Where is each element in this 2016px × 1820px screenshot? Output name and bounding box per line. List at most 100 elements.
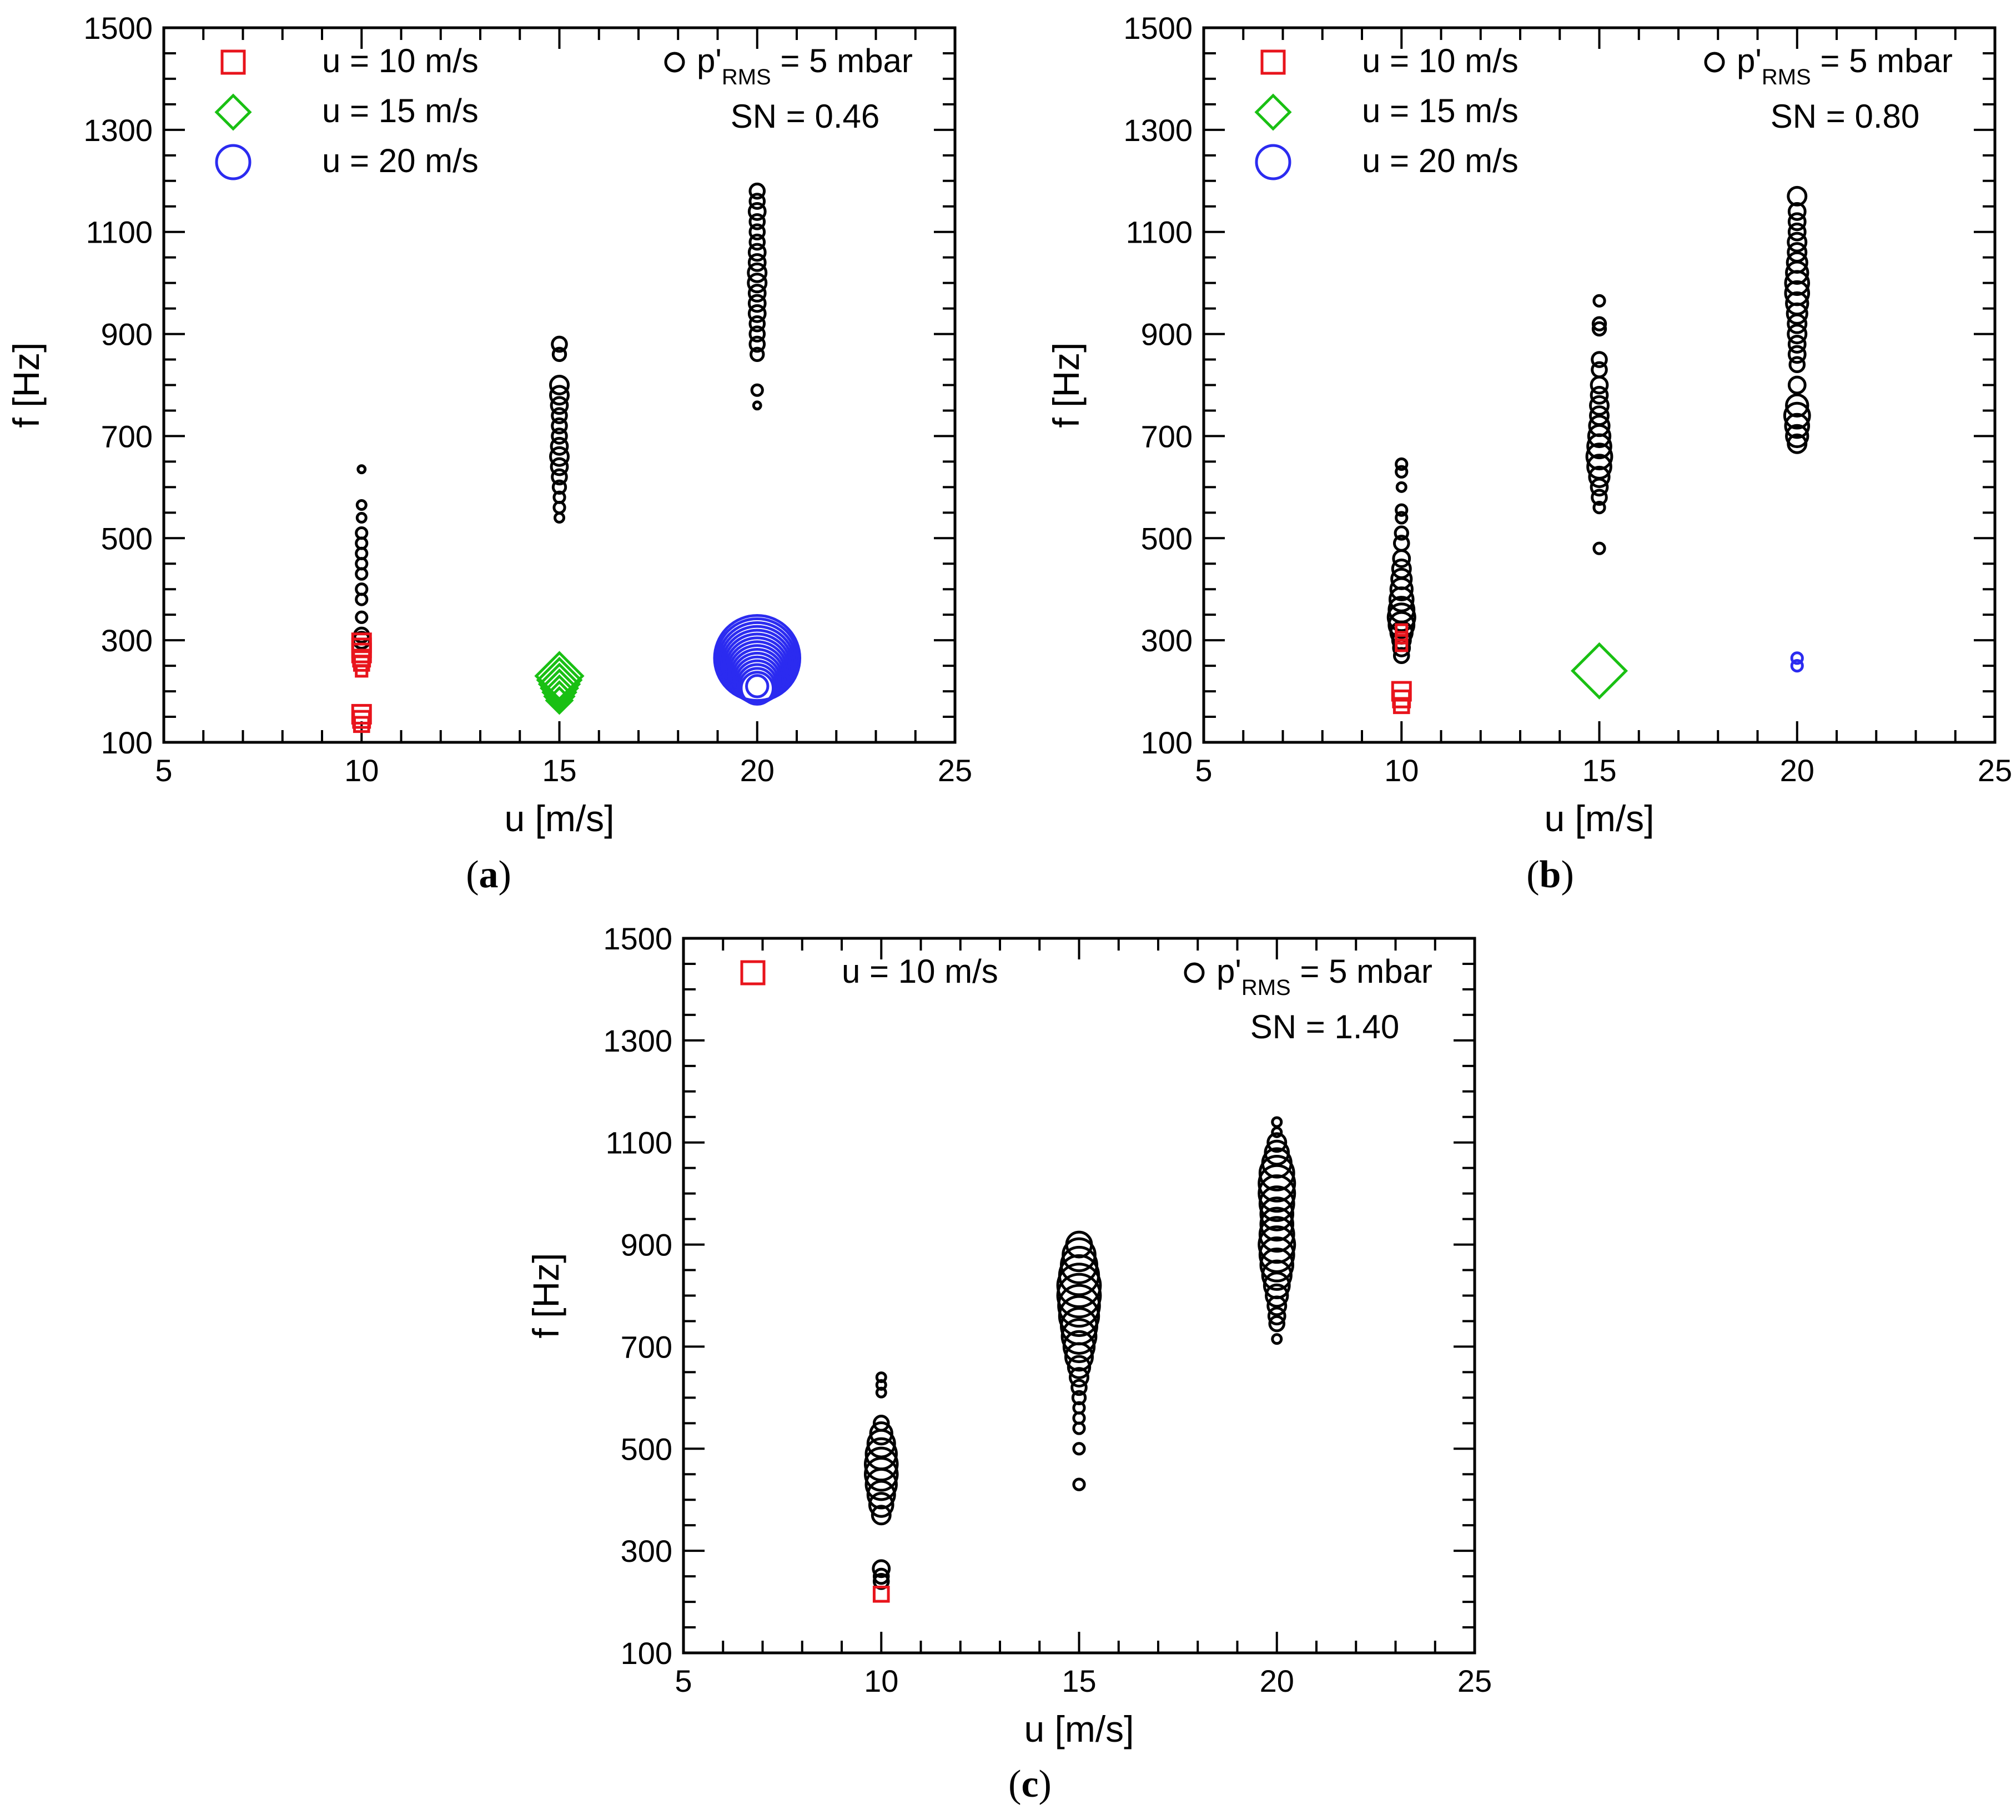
- caption-open: (: [1008, 1763, 1021, 1806]
- series-all: [352, 182, 768, 650]
- size-reference-prefix: p': [1216, 953, 1241, 990]
- size-reference-label: p'RMS = 5 mbar: [1216, 953, 1432, 1000]
- data-point: [872, 1559, 891, 1578]
- data-point: [740, 671, 775, 706]
- legend-marker-square: [220, 49, 246, 75]
- y-axis-label: f [Hz]: [525, 1253, 566, 1338]
- y-tick-label: 700: [621, 1329, 672, 1364]
- caption-letter: b: [1540, 853, 1561, 896]
- panel-b: 5 10 15 20 25 100 300 500 700 900 1100 1300 1500 u [m…: [1045, 11, 2012, 896]
- data-point: [1787, 345, 1807, 364]
- data-point: [554, 512, 565, 524]
- data-point: [355, 512, 368, 524]
- panel-caption: (c): [1008, 1763, 1052, 1806]
- x-tick-label: 10: [344, 753, 379, 788]
- legend-marker-circle: [215, 144, 252, 180]
- caption-open: (: [1526, 853, 1539, 896]
- data-point: [1395, 631, 1409, 645]
- data-point: [748, 182, 766, 200]
- panel-a: 5 10 15 20 25 100 300 500 700 900 1100 1300 1500 u [m…: [6, 11, 972, 896]
- size-reference-marker: [1184, 962, 1205, 983]
- data-point: [353, 716, 370, 733]
- data-point: [747, 273, 768, 294]
- data-point: [1586, 433, 1612, 460]
- data-point: [550, 396, 569, 415]
- data-point: [537, 662, 581, 706]
- data-point: [1266, 1132, 1288, 1153]
- data-point: [534, 651, 585, 701]
- y-tick-label: 700: [101, 419, 153, 454]
- data-point: [1785, 393, 1809, 418]
- swirl-number-label: SN = 0.46: [731, 98, 880, 135]
- x-tick-label: 25: [1978, 753, 2012, 788]
- data-point: [1392, 697, 1410, 715]
- data-point: [1271, 1126, 1283, 1138]
- data-point: [1590, 385, 1609, 405]
- data-point: [549, 446, 570, 467]
- data-point: [875, 1386, 887, 1399]
- panel-c: 5 10 15 20 25 100 300 500 700 900 1100 1300 1500 u [m…: [525, 921, 1492, 1806]
- data-point: [747, 202, 767, 221]
- data-point: [1588, 465, 1611, 489]
- data-point: [1787, 335, 1807, 354]
- data-point: [543, 680, 576, 713]
- legend-marker-square: [740, 960, 766, 986]
- data-point: [1783, 401, 1811, 430]
- data-point: [1787, 375, 1807, 395]
- data-point: [1787, 202, 1807, 221]
- series-u20: [1790, 651, 1804, 673]
- data-layer: [863, 1116, 1296, 1603]
- data-point: [747, 243, 767, 262]
- data-point: [1787, 185, 1808, 207]
- x-tick-label: 20: [740, 753, 775, 788]
- data-point: [1387, 611, 1416, 639]
- size-reference-label: p'RMS = 5 mbar: [697, 42, 913, 89]
- series-all: [1386, 185, 1811, 665]
- y-axis-label: f [Hz]: [6, 342, 47, 428]
- y-tick-label: 900: [621, 1228, 672, 1263]
- data-point: [541, 674, 577, 711]
- x-tick-label: 20: [1260, 1663, 1294, 1698]
- series-u15: [1570, 642, 1628, 700]
- data-point: [536, 656, 583, 703]
- series-all: [863, 1116, 1296, 1590]
- data-point: [1787, 313, 1808, 334]
- data-point: [1787, 324, 1808, 345]
- data-point: [355, 499, 368, 511]
- legend-label: u = 10 m/s: [1362, 42, 1519, 79]
- data-point: [747, 294, 767, 313]
- data-point: [1392, 549, 1411, 568]
- data-point: [1057, 1284, 1101, 1328]
- y-tick-label: 300: [1141, 623, 1193, 658]
- data-point: [1787, 433, 1808, 454]
- series-u15: [534, 651, 585, 715]
- caption-letter: c: [1021, 1763, 1038, 1806]
- data-point: [1258, 1185, 1295, 1222]
- data-point: [1787, 222, 1807, 242]
- caption-close: ): [1039, 1763, 1052, 1806]
- data-point: [1591, 489, 1608, 506]
- size-reference-marker: [1704, 52, 1725, 73]
- y-tick-label: 700: [1141, 419, 1193, 454]
- data-point: [1787, 232, 1808, 253]
- size-reference-label: p'RMS = 5 mbar: [1737, 42, 1953, 89]
- data-point: [1788, 356, 1806, 374]
- data-point: [1590, 375, 1609, 395]
- y-tick-label: 1500: [83, 11, 153, 46]
- data-point: [1056, 1273, 1102, 1319]
- x-tick-label: 25: [938, 753, 972, 788]
- plot-frame: [1202, 26, 1997, 744]
- data-point: [1592, 501, 1606, 515]
- x-tick-label: 10: [1384, 753, 1419, 788]
- legend-label: u = 20 m/s: [322, 142, 479, 179]
- data-point: [539, 668, 580, 708]
- data-point: [551, 428, 568, 445]
- data-point: [355, 664, 369, 678]
- data-point: [1392, 647, 1410, 665]
- data-point: [863, 1456, 899, 1492]
- data-point: [872, 1585, 890, 1603]
- data-point: [355, 610, 369, 624]
- data-point: [1265, 1283, 1289, 1308]
- data-point: [1258, 1174, 1296, 1213]
- data-point: [1590, 477, 1609, 497]
